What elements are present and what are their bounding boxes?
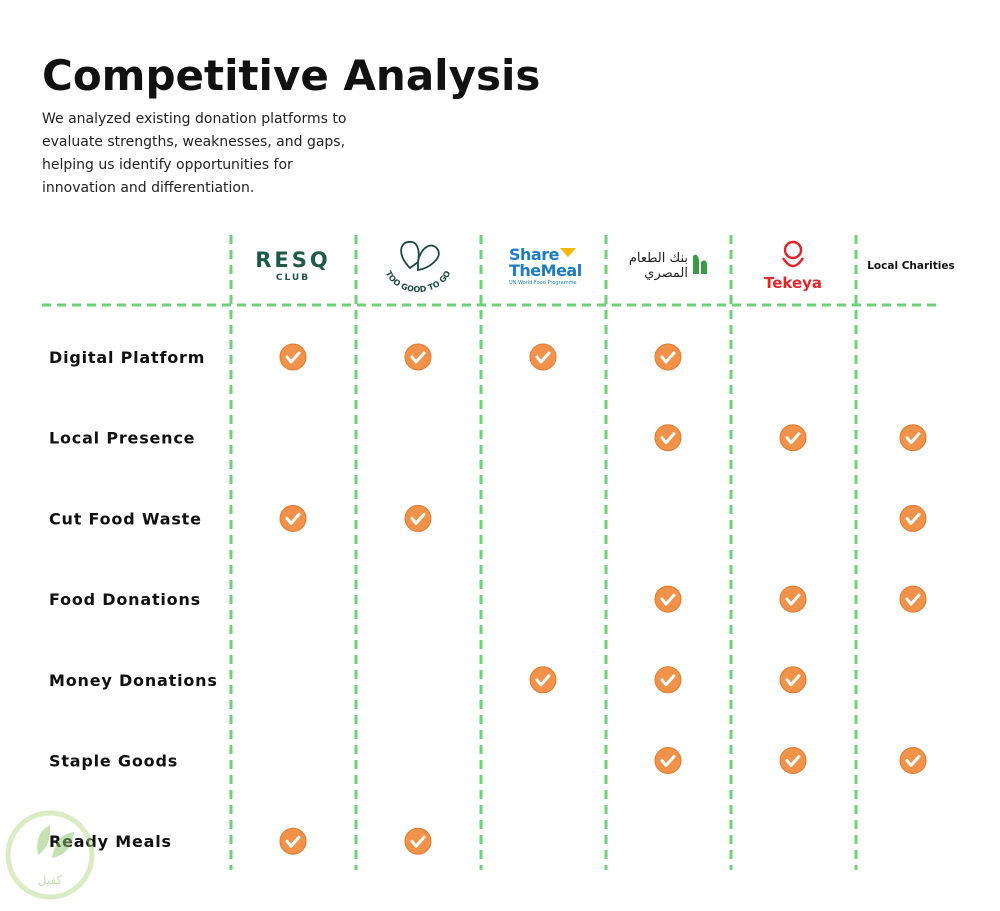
check-tick <box>905 512 921 525</box>
column-dividers <box>229 235 858 870</box>
check-circle <box>279 504 307 532</box>
check-tick <box>905 755 921 767</box>
check-tick <box>410 512 426 525</box>
check-tick <box>785 432 801 445</box>
row-label: Cut Food Waste <box>49 509 202 528</box>
logo-text-path: TOO GOOD TO GO <box>384 269 453 294</box>
logo-tekeya: Tekeya <box>764 240 822 292</box>
check-circle <box>529 343 557 371</box>
check-icon <box>404 827 432 855</box>
watermark-text: كفيل <box>38 873 63 887</box>
logo-tgtg: TOO GOOD TO GO <box>384 241 453 294</box>
check-icon <box>899 504 927 532</box>
column-header: Local Charities <box>867 260 955 272</box>
check-icon <box>779 424 807 452</box>
check-circle <box>779 747 807 774</box>
check-circle <box>654 747 682 774</box>
check-tick <box>660 674 676 687</box>
check-circle <box>654 585 682 613</box>
description: We analyzed existing donation platforms … <box>42 111 346 196</box>
check-tick <box>535 674 551 687</box>
check-tick <box>660 593 676 606</box>
logo-text: Tekeya <box>764 274 822 292</box>
check-tick <box>785 674 801 687</box>
check-tick <box>285 512 301 525</box>
logo-text: Share <box>509 245 560 264</box>
logo-egyptian-food-bank: بنك الطعام المصري <box>629 251 707 281</box>
row-label: Digital Platform <box>49 348 205 367</box>
check-circle <box>899 747 927 774</box>
check-circle <box>529 666 557 694</box>
check-circle <box>899 424 927 452</box>
check-tick <box>285 835 301 848</box>
check-tick <box>905 432 921 445</box>
check-icon <box>779 666 807 694</box>
logo-text: TOO GOOD TO GO <box>384 269 453 294</box>
check-tick <box>660 432 676 445</box>
row-label: Ready Meals <box>49 832 172 851</box>
check-circle <box>279 827 307 855</box>
check-tick <box>410 835 426 848</box>
row-label: Local Presence <box>49 429 195 448</box>
check-icon <box>529 666 557 694</box>
check-circle <box>899 585 927 613</box>
check-circle <box>654 343 682 371</box>
description-line: innovation and differentiation. <box>42 180 254 196</box>
check-tick <box>660 351 676 364</box>
description-line: helping us identify opportunities for <box>42 157 293 173</box>
check-tick <box>410 351 426 364</box>
check-circle <box>404 827 432 855</box>
check-icon <box>654 585 682 613</box>
check-tick <box>285 351 301 364</box>
logo-note: UN World Food Programme <box>509 280 577 286</box>
check-circle <box>779 666 807 694</box>
check-tick <box>535 351 551 364</box>
check-icon <box>404 504 432 532</box>
check-icon <box>779 747 807 774</box>
check-circle <box>404 504 432 532</box>
check-icon <box>899 747 927 774</box>
check-tick <box>905 593 921 606</box>
check-circle <box>279 343 307 371</box>
watermark: كفيل <box>5 810 95 900</box>
check-icon <box>404 343 432 371</box>
check-icon <box>899 424 927 452</box>
logo-resq: RESQ CLUB <box>255 248 331 283</box>
logo-sub: المصري <box>644 266 688 281</box>
row-label: Staple Goods <box>49 752 178 771</box>
check-icon <box>654 747 682 774</box>
check-tick <box>785 593 801 606</box>
logo-sub: CLUB <box>276 273 310 283</box>
row-label: Food Donations <box>49 590 201 609</box>
logo-text: RESQ <box>255 248 331 272</box>
description-line: We analyzed existing donation platforms … <box>42 111 346 127</box>
check-circle <box>404 343 432 371</box>
check-tick <box>785 755 801 767</box>
check-circle <box>779 424 807 452</box>
logo-sub: TheMeal <box>509 261 582 280</box>
check-circle <box>779 585 807 613</box>
check-icon <box>279 827 307 855</box>
check-circle <box>899 504 927 532</box>
check-icon <box>279 343 307 371</box>
description-line: evaluate strengths, weaknesses, and gaps… <box>42 134 345 150</box>
logo-sharethemeal: Share TheMeal UN World Food Programme <box>509 245 582 286</box>
check-icon <box>279 504 307 532</box>
check-icon <box>654 343 682 371</box>
check-tick <box>660 755 676 767</box>
logo-text: بنك الطعام <box>629 251 688 266</box>
check-icon <box>654 424 682 452</box>
check-icon <box>899 585 927 613</box>
check-circle <box>654 424 682 452</box>
check-icon <box>654 666 682 694</box>
check-circle <box>654 666 682 694</box>
check-icon <box>529 343 557 371</box>
row-label: Money Donations <box>49 671 218 690</box>
table-rows: Digital Platform Local Presence Cut Food W… <box>49 343 927 855</box>
title: Competitive Analysis <box>42 51 540 100</box>
check-icon <box>779 585 807 613</box>
